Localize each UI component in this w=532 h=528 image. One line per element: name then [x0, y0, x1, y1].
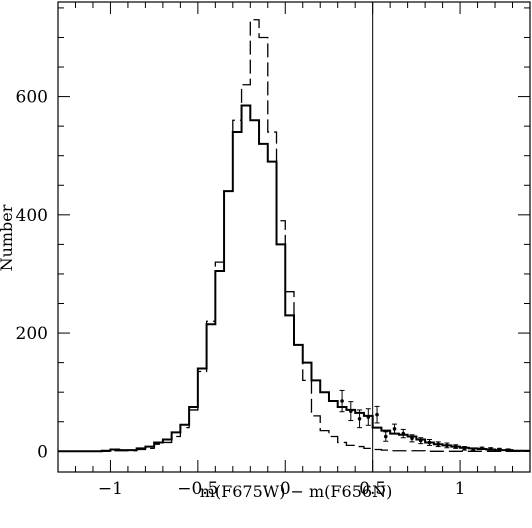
error-point	[418, 437, 424, 445]
x-tick-label: 0.5	[359, 479, 386, 499]
data-point	[453, 444, 458, 449]
error-point	[365, 408, 371, 426]
error-point	[470, 447, 476, 452]
data-point	[480, 446, 484, 451]
error-points-layer	[339, 389, 511, 452]
error-point	[374, 405, 380, 424]
data-point	[436, 442, 441, 447]
error-point	[426, 438, 432, 446]
data-point	[383, 434, 388, 439]
histogram-series-solid	[58, 104, 530, 453]
plot-frame	[57, 1, 531, 473]
error-point	[435, 441, 441, 448]
error-point	[400, 428, 406, 439]
y-tick-label: 400	[16, 206, 48, 226]
data-point	[392, 427, 397, 431]
series-layer	[58, 19, 530, 453]
data-point	[506, 448, 510, 452]
error-point	[488, 447, 494, 451]
histogram-series-dashed	[58, 19, 530, 452]
error-point	[392, 423, 398, 435]
data-point	[349, 409, 353, 413]
data-point	[401, 431, 406, 436]
data-point	[471, 447, 475, 452]
error-point	[505, 448, 511, 452]
error-point	[496, 447, 502, 452]
x-tick-label: −1	[98, 479, 123, 499]
x-axis-title: m(F675W) − m(F656N)	[200, 482, 393, 501]
x-tick-label: 0	[280, 479, 291, 499]
data-point	[366, 415, 371, 419]
error-point	[461, 446, 467, 451]
y-tick-label: 0	[37, 442, 48, 462]
data-point	[462, 446, 467, 451]
data-point	[375, 412, 379, 417]
x-tick-label: −0.5	[177, 479, 218, 499]
y-tick-label: 200	[16, 324, 48, 344]
data-point	[445, 443, 449, 448]
error-point	[409, 434, 415, 443]
error-point	[383, 431, 389, 442]
data-point	[357, 416, 362, 421]
data-point	[497, 447, 502, 452]
data-point	[488, 447, 493, 451]
y-axis-title: Number	[0, 204, 16, 271]
data-point	[427, 440, 432, 445]
data-point	[418, 438, 423, 443]
axes-layer	[57, 1, 531, 473]
error-point	[357, 409, 363, 429]
data-point	[410, 436, 414, 441]
data-point	[340, 399, 344, 403]
error-point	[339, 389, 345, 413]
x-tick-label: 1	[455, 479, 466, 499]
error-point	[444, 442, 450, 449]
error-point	[453, 444, 459, 449]
error-point	[479, 446, 485, 451]
y-tick-label: 600	[16, 88, 48, 108]
error-point	[348, 401, 354, 422]
tick-labels-layer: −1 −0.5 0 0.5 1 0 200 400 600	[16, 88, 466, 499]
